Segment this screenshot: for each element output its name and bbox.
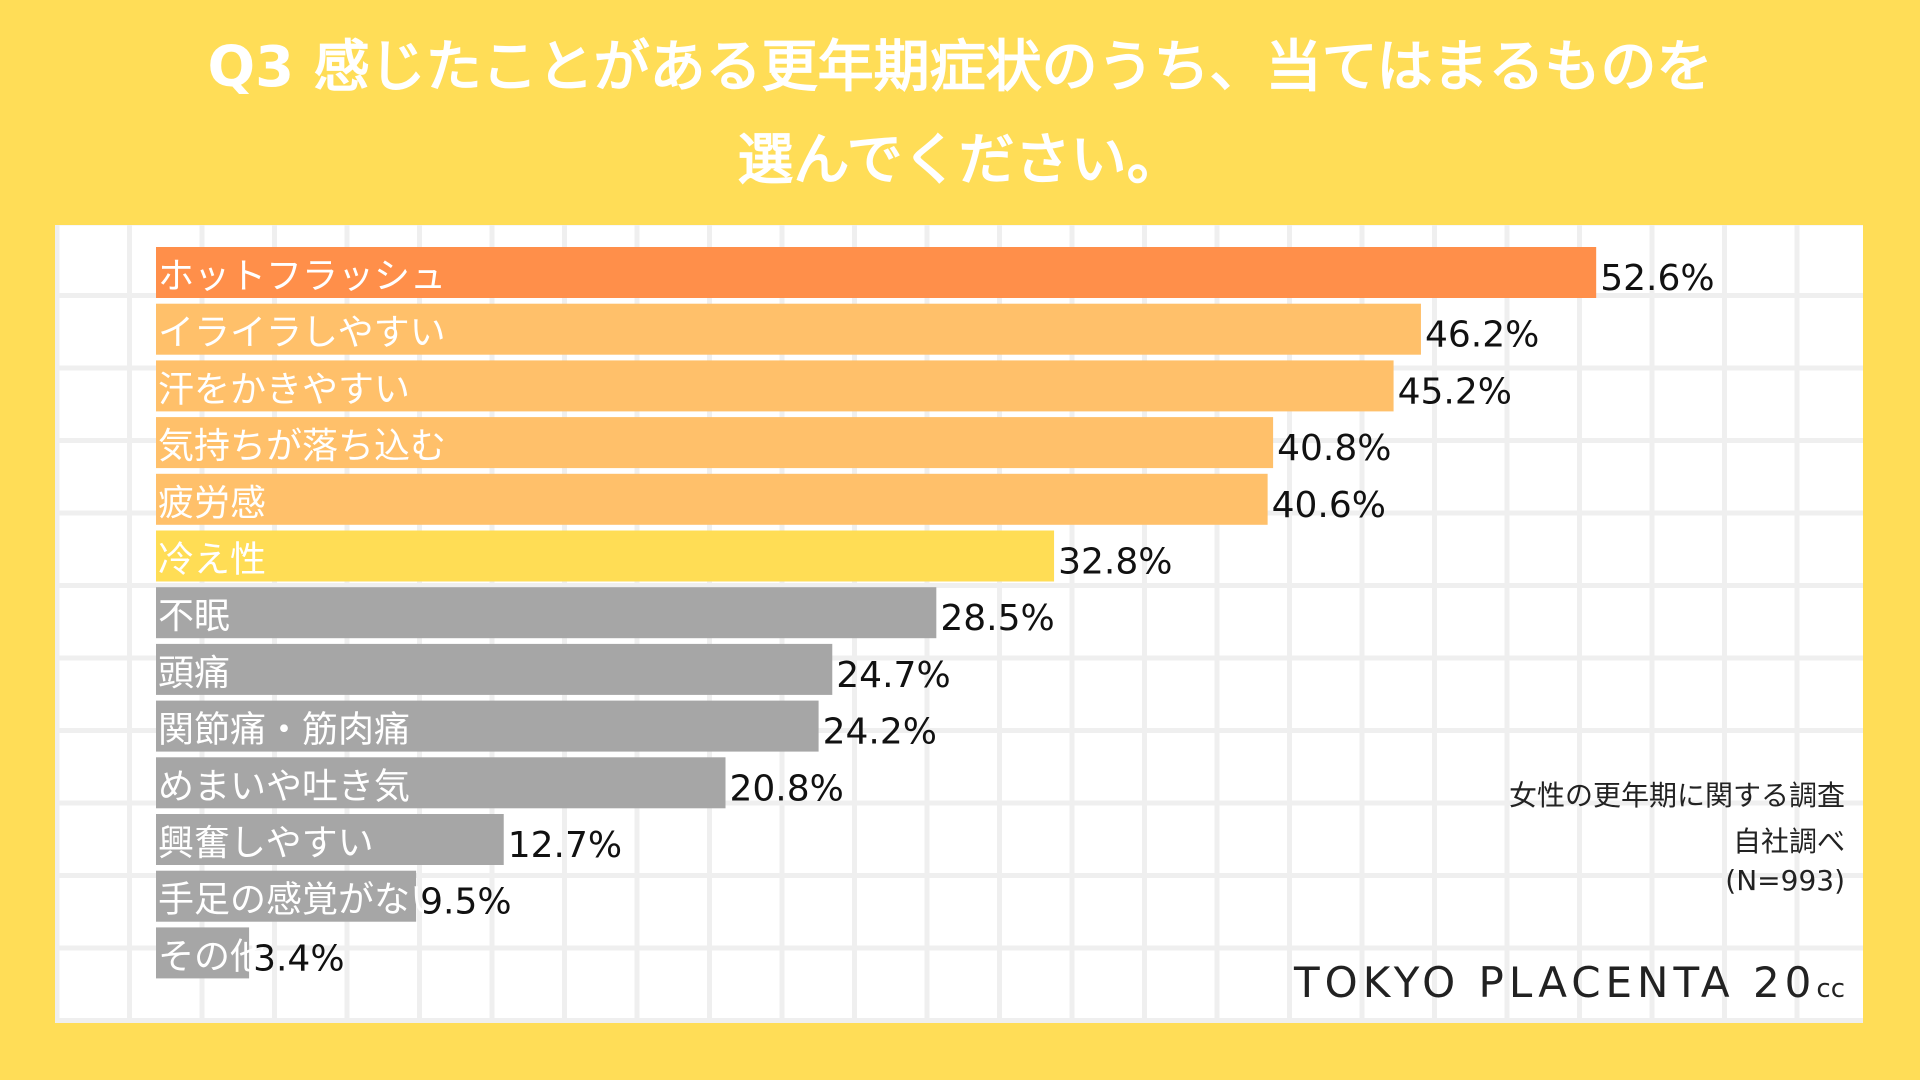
value-label: 24.7%	[836, 655, 950, 696]
bar-11	[156, 814, 504, 865]
category-label: 関節痛・筋肉痛	[158, 710, 410, 751]
value-label: 9.5%	[420, 882, 511, 923]
source-survey: 女性の更年期に関する調査	[1508, 779, 1845, 812]
value-label: 52.6%	[1600, 258, 1714, 299]
bar-3	[156, 360, 1394, 412]
category-label: 頭痛	[158, 653, 230, 694]
bar-5	[156, 473, 1268, 525]
category-label: 興奮しやすい	[158, 823, 374, 864]
category-label: その他	[158, 936, 266, 977]
bar-12	[156, 870, 417, 922]
category-label: 疲労感	[158, 483, 266, 524]
bar-10	[156, 757, 726, 809]
bar-7	[156, 587, 937, 639]
category-label: 冷え性	[158, 540, 266, 581]
logo-suffix: cc	[1816, 974, 1845, 1004]
value-label: 40.8%	[1277, 428, 1391, 469]
title-line-2: 選んでください。	[737, 128, 1183, 193]
bar-4	[156, 417, 1274, 469]
category-label: イライラしやすい	[158, 313, 446, 354]
bar-2	[156, 303, 1421, 355]
category-label: 気持ちが落ち込む	[158, 426, 446, 467]
bar-13	[156, 927, 250, 979]
bar-8	[156, 643, 833, 695]
value-label: 45.2%	[1398, 371, 1512, 412]
category-label: めまいや吐き気	[158, 766, 410, 807]
value-label: 40.6%	[1272, 485, 1386, 526]
source-note: 自社調べ	[1732, 825, 1845, 858]
value-label: 32.8%	[1058, 542, 1172, 583]
value-label: 12.7%	[508, 825, 622, 866]
sample-size: (N=993)	[1725, 864, 1845, 897]
category-label: 汗をかきやすい	[158, 369, 410, 410]
bar-9	[156, 700, 819, 752]
category-label: 手足の感覚がない	[158, 880, 446, 921]
value-label: 20.8%	[730, 768, 844, 809]
value-label: 24.2%	[823, 712, 937, 753]
logo-text: TOKYO PLACENTA 20	[1293, 958, 1817, 1007]
brand-logo: TOKYO PLACENTA 20cc	[1294, 958, 1845, 1007]
category-label: 不眠	[158, 596, 230, 637]
category-label: ホットフラッシュ	[158, 256, 446, 297]
bar-1	[156, 247, 1597, 298]
value-label: 3.4%	[253, 938, 344, 979]
value-label: 46.2%	[1425, 315, 1539, 356]
value-label: 28.5%	[940, 598, 1054, 639]
bar-6	[156, 530, 1055, 582]
title-line-1: Q3 感じたことがある更年期症状のうち、当てはまるものを	[207, 35, 1713, 100]
